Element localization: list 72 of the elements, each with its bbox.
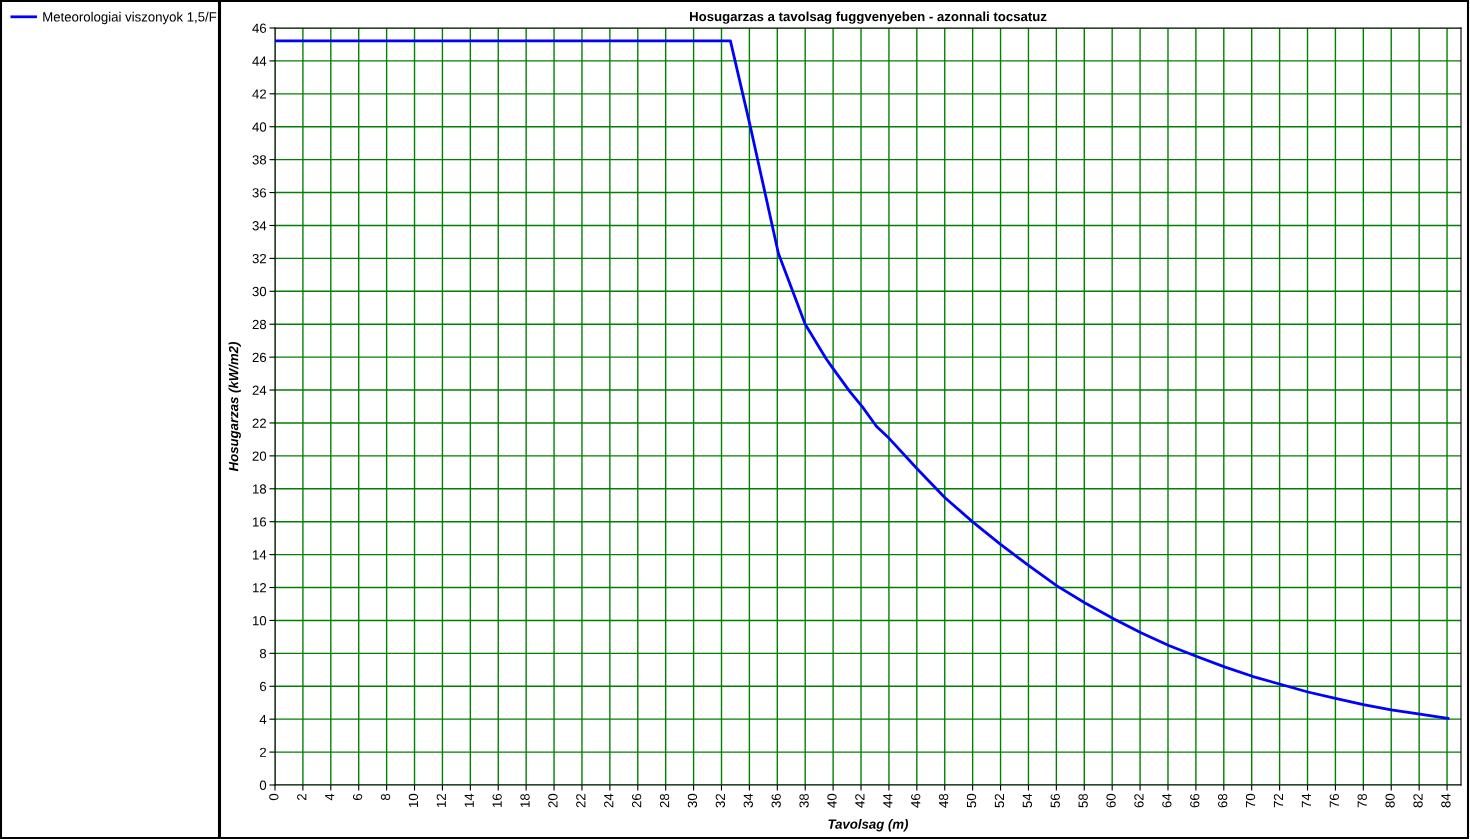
y-tick-label: 16 bbox=[253, 517, 267, 527]
x-tick-label: 60 bbox=[1106, 793, 1116, 808]
x-tick-label: 12 bbox=[436, 793, 446, 807]
x-tick-label: 34 bbox=[743, 793, 753, 808]
x-tick-label: 58 bbox=[1078, 793, 1088, 808]
y-tick-label: 36 bbox=[252, 188, 267, 198]
y-tick-label: 28 bbox=[252, 319, 267, 330]
y-tick-label: 12 bbox=[253, 583, 267, 593]
x-tick-label: 36 bbox=[771, 793, 781, 808]
x-tick-label: 66 bbox=[1190, 793, 1200, 808]
x-tick-label: 26 bbox=[631, 793, 642, 808]
y-tick-label: 26 bbox=[252, 352, 267, 363]
x-axis-title: Tavolsag (m) bbox=[828, 819, 909, 832]
y-tick-label: 14 bbox=[253, 550, 267, 560]
x-tick-label: 76 bbox=[1329, 793, 1339, 808]
x-tick-label: 32 bbox=[715, 793, 726, 808]
y-tick-label: 34 bbox=[252, 221, 267, 231]
x-tick-label: 38 bbox=[799, 793, 809, 808]
y-tick-label: 2 bbox=[259, 747, 266, 757]
x-tick-label: 54 bbox=[1022, 793, 1032, 808]
x-tick-label: 22 bbox=[576, 793, 586, 808]
x-tick-label: 0 bbox=[269, 793, 279, 801]
x-tick-label: 10 bbox=[408, 793, 419, 807]
y-tick-label: 6 bbox=[260, 681, 267, 692]
x-tick-label: 72 bbox=[1273, 793, 1284, 808]
y-tick-label: 38 bbox=[252, 155, 267, 165]
y-tick-label: 42 bbox=[252, 89, 267, 99]
x-tick-label: 50 bbox=[966, 793, 977, 808]
x-tick-label: 70 bbox=[1245, 793, 1256, 808]
y-tick-label: 10 bbox=[253, 616, 267, 626]
x-tick-label: 62 bbox=[1134, 793, 1144, 808]
legend-label: Meteorologiai viszonyok 1,5/F bbox=[43, 11, 217, 25]
x-tick-label: 4 bbox=[325, 793, 335, 801]
x-tick-label: 14 bbox=[464, 793, 474, 807]
y-tick-label: 4 bbox=[259, 714, 267, 724]
y-tick-label: 22 bbox=[252, 418, 267, 428]
x-tick-label: 16 bbox=[492, 793, 502, 807]
x-tick-label: 74 bbox=[1301, 793, 1311, 808]
y-tick-label: 20 bbox=[252, 451, 267, 461]
y-tick-label: 44 bbox=[252, 56, 267, 66]
x-tick-label: 64 bbox=[1162, 793, 1172, 808]
y-tick-label: 30 bbox=[252, 286, 267, 297]
x-tick-label: 78 bbox=[1357, 793, 1367, 808]
x-tick-label: 46 bbox=[911, 793, 921, 808]
x-tick-label: 40 bbox=[827, 793, 837, 808]
x-tick-label: 52 bbox=[994, 793, 1005, 808]
y-tick-label: 18 bbox=[253, 484, 267, 494]
x-tick-label: 82 bbox=[1413, 793, 1423, 808]
x-tick-label: 80 bbox=[1385, 793, 1395, 808]
x-tick-label: 68 bbox=[1218, 793, 1228, 808]
x-tick-label: 2 bbox=[297, 794, 307, 801]
x-tick-label: 18 bbox=[520, 793, 530, 807]
y-tick-label: 32 bbox=[252, 253, 267, 264]
x-tick-label: 6 bbox=[352, 793, 363, 800]
x-tick-label: 8 bbox=[380, 793, 391, 801]
line-series bbox=[275, 39, 1450, 720]
x-tick-label: 30 bbox=[687, 793, 698, 808]
y-tick-label: 0 bbox=[259, 780, 267, 790]
x-tick-label: 42 bbox=[855, 793, 865, 808]
y-tick-label: 24 bbox=[252, 385, 267, 395]
x-tick-label: 28 bbox=[659, 793, 670, 808]
x-tick-label: 84 bbox=[1441, 793, 1451, 808]
x-tick-label: 24 bbox=[604, 793, 614, 808]
x-tick-label: 56 bbox=[1050, 793, 1060, 808]
y-tick-label: 46 bbox=[252, 23, 267, 33]
x-tick-label: 44 bbox=[883, 793, 893, 808]
chart-title: Hosugarzas a tavolsag fuggvenyeben - azonnali tocsatuz bbox=[690, 11, 1047, 24]
y-tick-label: 8 bbox=[259, 648, 267, 659]
y-tick-label: 40 bbox=[252, 122, 267, 132]
x-tick-label: 20 bbox=[548, 793, 558, 808]
x-tick-label: 48 bbox=[938, 793, 949, 808]
y-axis-title: Hosugarzas (kW/m2) bbox=[228, 342, 241, 472]
